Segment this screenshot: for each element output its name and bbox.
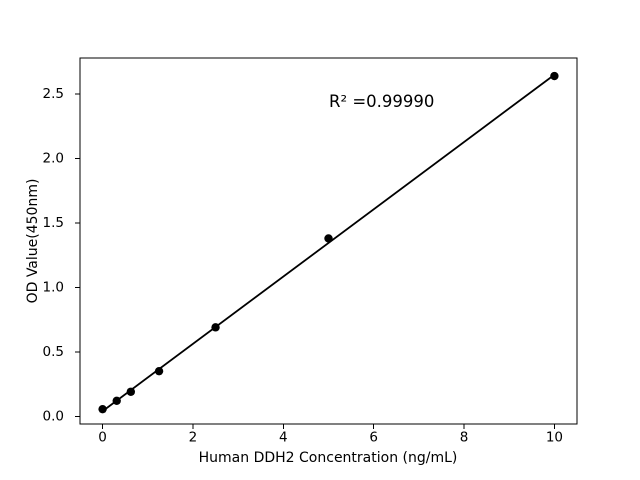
x-tick-label: 4 <box>279 430 288 446</box>
plot-border <box>79 57 578 425</box>
data-point <box>550 71 559 81</box>
data-point <box>211 323 220 332</box>
y-tick-label: 0.0 <box>43 408 64 424</box>
x-tick-label: 8 <box>460 430 469 446</box>
trend-line <box>102 74 555 412</box>
x-tick-label: 0 <box>98 430 107 446</box>
data-point <box>154 366 164 376</box>
r-squared-annotation: R² =0.99990 <box>329 92 435 111</box>
x-tick-label: 6 <box>369 430 378 446</box>
data-point <box>98 404 107 414</box>
y-tick-label: 1.0 <box>43 279 64 295</box>
y-tick-label: 1.5 <box>43 215 64 231</box>
data-point <box>324 234 333 243</box>
data-point <box>126 387 136 396</box>
y-tick-label: 2.5 <box>43 86 64 102</box>
y-tick-label: 2.0 <box>43 151 64 167</box>
x-axis-label: Human DDH2 Concentration (ng/mL) <box>198 450 458 466</box>
y-axis-label: OD Value(450nm) <box>25 178 41 304</box>
data-point <box>112 396 121 406</box>
x-tick-label: 10 <box>546 430 563 446</box>
x-tick-label: 2 <box>189 430 198 446</box>
y-tick-label: 0.5 <box>43 344 64 360</box>
